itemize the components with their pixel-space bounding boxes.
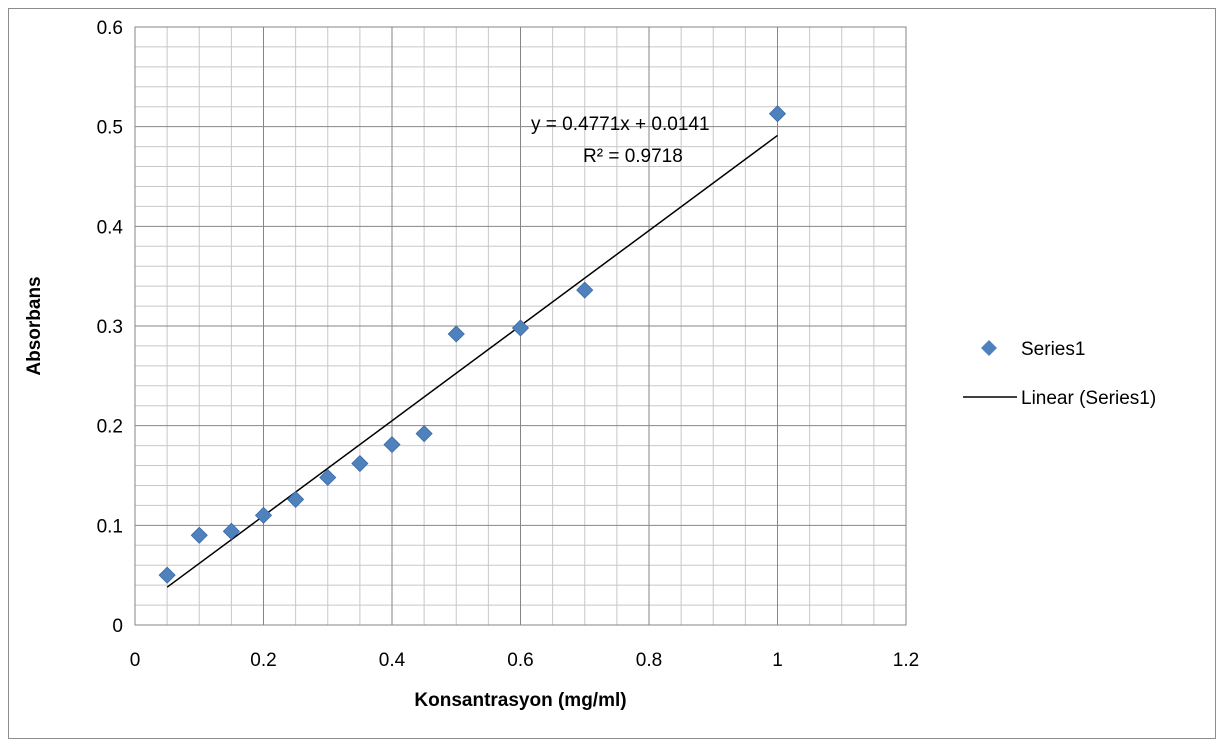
y-axis-title: Absorbans [24, 276, 45, 375]
x-axis-tick-labels: 0 0.2 0.4 0.6 0.8 1 1.2 [130, 650, 920, 671]
legend-trendline-label: Linear (Series1) [1021, 388, 1156, 409]
x-tick-label: 0.4 [379, 650, 406, 671]
trendline-equation: y = 0.4771x + 0.0141 [531, 114, 710, 135]
x-tick-label: 0.2 [250, 650, 276, 671]
y-tick-label: 0.1 [97, 516, 123, 537]
y-axis-tick-labels: 0 0.1 0.2 0.3 0.4 0.5 0.6 [97, 18, 124, 637]
trendline-r-squared: R² = 0.9718 [583, 146, 683, 167]
x-tick-label: 0.6 [507, 650, 533, 671]
data-point [415, 425, 433, 443]
x-tick-label: 0.8 [636, 650, 662, 671]
data-point [511, 319, 530, 337]
y-tick-label: 0 [112, 616, 123, 637]
data-point [319, 468, 337, 487]
x-tick-label: 1.2 [893, 650, 919, 671]
y-tick-label: 0.2 [97, 417, 123, 438]
y-tick-label: 0.5 [97, 118, 123, 139]
data-markers [158, 105, 787, 584]
data-point [190, 526, 208, 544]
x-axis-title: Konsantrasyon (mg/ml) [414, 690, 626, 711]
data-point [287, 490, 305, 508]
data-point [383, 436, 401, 454]
x-tick-label: 1 [772, 650, 783, 671]
legend: Series1 Linear (Series1) [963, 339, 1156, 409]
data-point [576, 281, 594, 299]
legend-series-marker [981, 340, 997, 356]
plot-area-border [134, 26, 907, 626]
data-point [447, 325, 465, 343]
data-point [254, 506, 273, 524]
y-tick-label: 0.6 [97, 18, 123, 39]
data-point [222, 522, 240, 540]
data-point [768, 105, 787, 123]
chart-frame [8, 8, 1216, 739]
data-point [158, 566, 176, 584]
y-tick-label: 0.4 [97, 217, 124, 238]
legend-series-label: Series1 [1021, 339, 1085, 360]
y-tick-label: 0.3 [97, 317, 123, 338]
data-point [351, 454, 369, 473]
x-tick-label: 0 [130, 650, 141, 671]
trendline [166, 134, 778, 588]
